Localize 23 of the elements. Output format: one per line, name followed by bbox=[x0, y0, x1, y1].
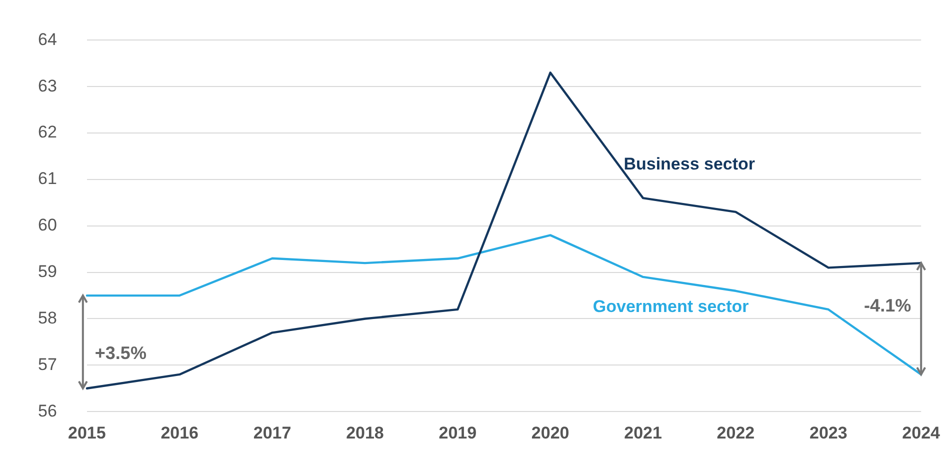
series-label: Business sector bbox=[624, 154, 756, 174]
y-tick-label: 64 bbox=[38, 30, 57, 49]
y-tick-label: 57 bbox=[38, 354, 57, 374]
x-tick-label: 2019 bbox=[438, 423, 477, 442]
x-tick-label: 2023 bbox=[809, 423, 848, 442]
x-tick-label: 2022 bbox=[716, 423, 755, 442]
annotation: -4.1% bbox=[864, 296, 912, 316]
series-label: Government sector bbox=[592, 296, 750, 316]
y-tick-label: 56 bbox=[38, 401, 57, 420]
x-tick-label: 2020 bbox=[531, 423, 570, 442]
y-tick-label: 60 bbox=[38, 216, 57, 235]
x-tick-label: 2017 bbox=[253, 423, 292, 442]
y-tick-label: 63 bbox=[38, 76, 57, 96]
x-tick-label: 2018 bbox=[346, 423, 384, 442]
y-tick-label: 58 bbox=[38, 308, 57, 328]
x-tick-label: 2024 bbox=[902, 423, 941, 442]
y-tick-label: 59 bbox=[38, 262, 57, 282]
y-tick-label: 62 bbox=[38, 122, 57, 142]
x-tick-label: 2016 bbox=[160, 423, 199, 442]
y-tick-label: 61 bbox=[38, 169, 57, 188]
x-tick-label: 2015 bbox=[68, 423, 106, 442]
annotation: +3.5% bbox=[94, 342, 146, 363]
x-tick-label: 2021 bbox=[624, 423, 662, 442]
